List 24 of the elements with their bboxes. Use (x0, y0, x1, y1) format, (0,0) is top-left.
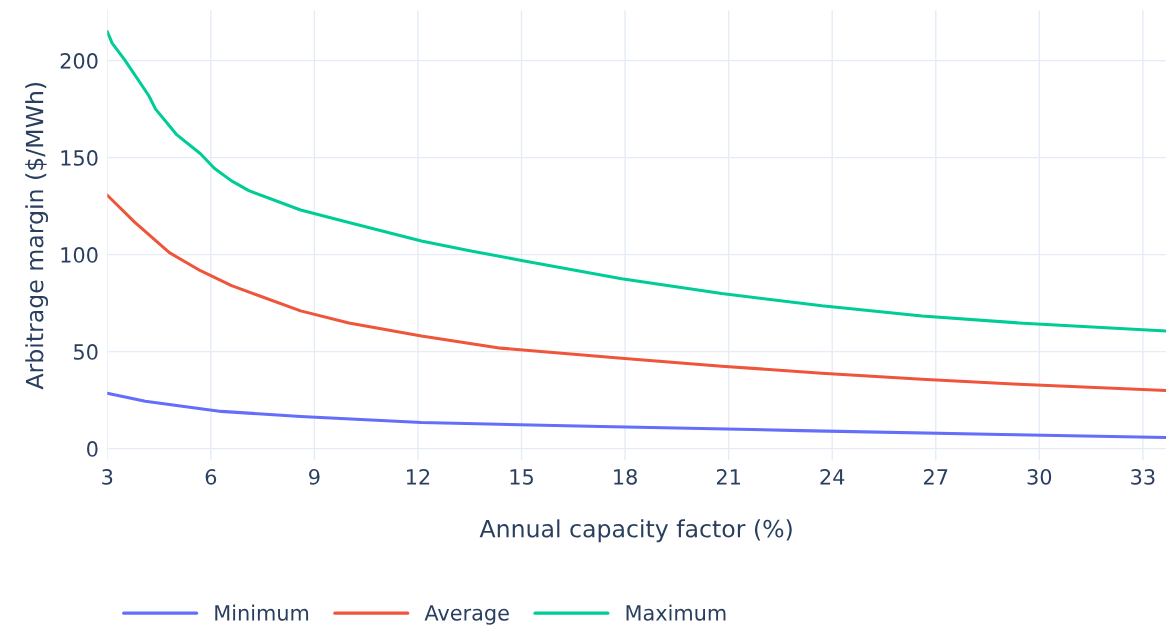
line-series (107, 29, 1166, 333)
line-series (107, 391, 1166, 440)
x-tick-label: 6 (205, 468, 217, 485)
line-series (107, 193, 1166, 392)
x-tick-label: 33 (1131, 468, 1155, 485)
y-tick-label: 50 (74, 344, 98, 360)
x-axis-title: Annual capacity factor (%) (479, 519, 792, 543)
y-tick-label: 200 (60, 53, 98, 69)
x-tick-label: 9 (309, 468, 320, 485)
y-axis-title: Arbitrage margin ($/MWh) (25, 82, 49, 390)
x-tick-label: 15 (510, 469, 533, 485)
x-tick-label: 21 (716, 468, 740, 485)
legend-label: Average (424, 605, 509, 625)
x-tick-label: 30 (1027, 468, 1052, 485)
y-tick-label: 0 (87, 441, 98, 457)
x-tick-label: 18 (614, 468, 637, 485)
x-tick-label: 12 (406, 468, 430, 485)
legend-label: Maximum (626, 604, 726, 621)
x-tick-label: 3 (102, 468, 113, 485)
y-tick-label: 150 (61, 150, 98, 166)
x-tick-label: 27 (924, 468, 948, 485)
x-tick-label: 24 (820, 468, 845, 485)
y-tick-label: 100 (61, 247, 98, 263)
legend-label: Minimum (215, 604, 309, 621)
